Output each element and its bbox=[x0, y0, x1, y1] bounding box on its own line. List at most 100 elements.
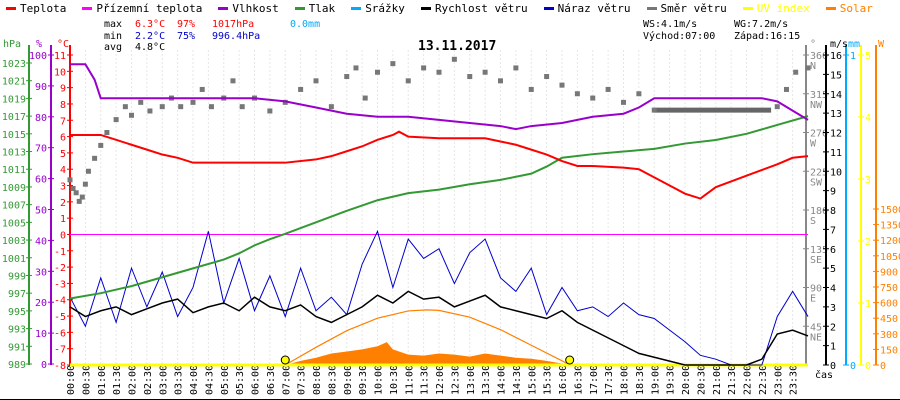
wind-direction-point bbox=[328, 104, 334, 110]
stat-ws: WS:4.1m/s bbox=[643, 19, 698, 30]
rain-tick-label: 0 bbox=[850, 361, 856, 372]
wind-direction-point bbox=[199, 86, 205, 92]
wind-direction-point bbox=[138, 99, 144, 105]
temperature-tick-label: -6 bbox=[54, 328, 66, 339]
stat-max-temp: 6.3°C bbox=[135, 19, 166, 30]
direction-dir-label: S bbox=[810, 216, 816, 227]
sunrise-marker bbox=[280, 355, 290, 365]
wind-direction-point bbox=[528, 86, 534, 92]
x-tick-label: 01:00 bbox=[97, 365, 108, 395]
wind-direction-point bbox=[230, 78, 236, 84]
pressure-tick-label: 993 bbox=[8, 325, 26, 336]
humidity-tick-label: 0 bbox=[41, 360, 47, 371]
pressure-tick-label: 1023 bbox=[2, 59, 26, 70]
x-tick-label: 09:30 bbox=[358, 365, 369, 395]
temperature-tick-label: 0 bbox=[60, 230, 66, 241]
rain-tick-label: 1 bbox=[850, 51, 856, 62]
x-tick-label: 02:30 bbox=[143, 365, 154, 395]
humidity-tick-label: 60 bbox=[35, 175, 47, 186]
wind-direction-point bbox=[621, 99, 626, 105]
x-tick-label: 05:00 bbox=[220, 365, 231, 395]
x-tick-label: 06:00 bbox=[251, 365, 262, 395]
stat-min-press: 996.4hPa bbox=[212, 31, 261, 42]
direction-dir-label: NW bbox=[810, 100, 823, 111]
temperature-tick-label: 11 bbox=[54, 51, 66, 62]
solar-unit-label: W bbox=[878, 39, 885, 50]
direction-dir-label: E bbox=[810, 294, 816, 305]
wind-unit-label: m/s bbox=[830, 39, 848, 50]
wind-tick-label: 3 bbox=[830, 303, 836, 314]
legend-label: Vlhkost bbox=[232, 2, 279, 15]
wind-tick-label: 5 bbox=[830, 264, 836, 275]
stat-max-label: max bbox=[104, 19, 123, 30]
solar-theoretical-line bbox=[284, 309, 570, 366]
wind-direction-point bbox=[451, 56, 457, 62]
stat-wg: WG:7.2m/s bbox=[734, 19, 789, 30]
humidity-tick-label: 70 bbox=[35, 144, 47, 155]
wind-direction-point bbox=[73, 190, 79, 196]
x-tick-label: 12:30 bbox=[450, 365, 461, 395]
legend-swatch bbox=[646, 7, 657, 10]
direction-unit-label: ° bbox=[810, 39, 816, 50]
stat-max-press: 1017hPa bbox=[212, 19, 255, 30]
legend-label: Tlak bbox=[308, 2, 336, 15]
legend-swatch bbox=[420, 7, 431, 10]
temperature-tick-label: 2 bbox=[60, 198, 66, 209]
pressure-tick-label: 995 bbox=[8, 307, 26, 318]
solar-tick-label: 1200 bbox=[880, 236, 900, 247]
direction-tick-label: 315 bbox=[810, 90, 828, 101]
direction-dir-label: W bbox=[810, 139, 817, 150]
solar-tick-label: 750 bbox=[880, 283, 898, 294]
x-tick-label: 18:30 bbox=[635, 365, 646, 395]
humidity-tick-label: 50 bbox=[35, 206, 47, 217]
temperature-tick-label: 9 bbox=[60, 84, 66, 95]
temperature-tick-label: -1 bbox=[54, 247, 66, 258]
temperature-tick-label: -4 bbox=[54, 296, 66, 307]
wind-direction-point bbox=[390, 61, 396, 67]
pressure-tick-label: 999 bbox=[8, 271, 26, 282]
stat-min-hum: 75% bbox=[177, 31, 196, 42]
wind-direction-point bbox=[482, 69, 488, 75]
temperature-tick-label: -8 bbox=[54, 361, 66, 372]
x-tick-label: 15:00 bbox=[527, 365, 538, 395]
pressure-tick-label: 1011 bbox=[2, 165, 26, 176]
x-tick-label: 17:30 bbox=[604, 365, 615, 395]
legend-swatch bbox=[218, 7, 229, 10]
x-tick-label: 13:00 bbox=[466, 365, 477, 395]
x-tick-label: 01:30 bbox=[112, 365, 123, 395]
direction-tick-label: 135 bbox=[810, 245, 828, 256]
direction-tick-label: 270 bbox=[810, 129, 828, 140]
wind-direction-point bbox=[313, 78, 319, 84]
legend-item: Solar bbox=[825, 2, 873, 15]
wind-direction-point bbox=[605, 86, 611, 92]
x-tick-label: 14:00 bbox=[497, 365, 508, 395]
temperature-tick-label: -5 bbox=[54, 312, 66, 323]
wind-direction-point bbox=[208, 104, 214, 110]
direction-dir-label: NE bbox=[810, 332, 822, 343]
solar-tick-label: 150 bbox=[880, 345, 898, 356]
legend-label: Náraz větru bbox=[557, 2, 631, 15]
legend-label: Přízemní teplota bbox=[96, 2, 203, 15]
legend-label: Solar bbox=[839, 2, 873, 15]
wind-direction-point bbox=[104, 130, 110, 135]
direction-tick-label: 225 bbox=[810, 167, 828, 178]
wind-tick-label: 7 bbox=[830, 225, 836, 236]
x-tick-label: 06:30 bbox=[266, 365, 277, 395]
x-tick-label: 07:00 bbox=[281, 365, 292, 395]
x-tick-label: 04:00 bbox=[189, 365, 200, 395]
pressure-tick-label: 989 bbox=[8, 360, 26, 371]
pressure-line bbox=[69, 115, 809, 300]
x-tick-label: 04:30 bbox=[204, 365, 215, 395]
wind-tick-label: 16 bbox=[830, 51, 842, 62]
solar-tick-label: 600 bbox=[880, 299, 898, 310]
humidity-line bbox=[70, 63, 809, 131]
legend-swatch bbox=[82, 7, 93, 10]
solar-tick-label: 300 bbox=[880, 330, 898, 341]
temperature-unit-label: °C bbox=[57, 39, 69, 50]
wind-direction-point bbox=[574, 91, 580, 97]
humidity-tick-label: 90 bbox=[35, 82, 47, 93]
wind-direction-point bbox=[344, 74, 350, 80]
stat-min-label: min bbox=[104, 31, 123, 42]
